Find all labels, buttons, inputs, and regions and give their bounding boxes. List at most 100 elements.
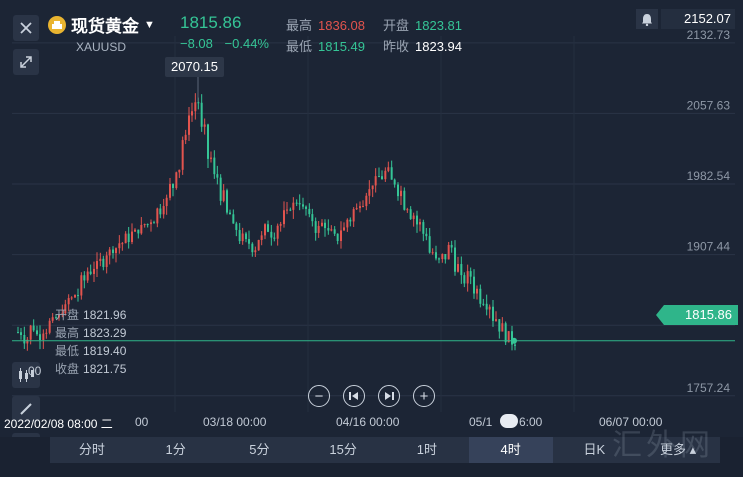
candle-body xyxy=(400,190,402,197)
candle-body xyxy=(175,172,178,188)
candle-body xyxy=(378,176,380,178)
stat-prev-close-label: 昨收 xyxy=(383,39,410,54)
tab-more-label: 更多 xyxy=(660,442,687,457)
candle-body xyxy=(321,222,323,226)
tab-15min[interactable]: 15分 xyxy=(329,442,357,457)
candle-body xyxy=(55,317,57,319)
stat-prev-close-value: 1823.94 xyxy=(415,39,463,54)
candle-body xyxy=(210,157,212,159)
tab-5min[interactable]: 5分 xyxy=(249,442,270,457)
candle-body xyxy=(181,140,184,170)
tab-fenshi[interactable]: 分时 xyxy=(78,442,105,457)
candle-body xyxy=(492,306,494,321)
price-tick-label: 2132.73 xyxy=(687,28,731,42)
candle-body xyxy=(495,319,497,321)
candle-body xyxy=(70,297,73,299)
candle-body xyxy=(260,235,263,241)
candle-body xyxy=(406,209,409,211)
last-price-dot xyxy=(511,337,517,344)
candle-body xyxy=(61,313,64,315)
candle-body xyxy=(178,169,181,173)
stat-prev-close: 昨收 1823.94 xyxy=(383,36,462,55)
candle-body xyxy=(248,239,250,244)
candle-body xyxy=(412,215,415,219)
candle-body xyxy=(416,215,418,225)
candle-body xyxy=(409,209,412,219)
candle-body xyxy=(20,332,22,335)
price-tick-label: 2057.63 xyxy=(687,98,731,112)
candle-body xyxy=(17,332,19,334)
candle-body xyxy=(213,157,216,175)
candle-body xyxy=(45,332,48,334)
candle-body xyxy=(438,258,440,260)
indicator-button[interactable] xyxy=(12,362,40,388)
candle-body xyxy=(273,237,276,239)
candle-body xyxy=(58,314,60,318)
scroll-start-button[interactable] xyxy=(343,385,365,407)
candle-body xyxy=(83,275,86,281)
bell-icon xyxy=(642,13,652,26)
stat-open: 开盘 1823.81 xyxy=(383,15,462,34)
candle-body xyxy=(381,176,383,180)
date-axis-label: 00 xyxy=(135,415,149,429)
tab-daily[interactable]: 日K xyxy=(583,442,606,457)
instrument-header[interactable]: 现货黄金 ▼ XAUUSD xyxy=(48,12,155,54)
candle-body xyxy=(93,268,95,274)
timeframe-bar: 分时 1分 5分 15分 1时 4时 日K 更多 ▴ xyxy=(0,437,743,477)
ohlc-close: 收盘 1821.75 xyxy=(55,360,126,378)
stat-open-value: 1823.81 xyxy=(415,18,463,33)
tab-more[interactable]: 更多 ▴ xyxy=(636,437,720,463)
date-axis-label: 05/1 xyxy=(469,415,493,429)
candle-body xyxy=(469,271,472,277)
tooltip-partial-price: 00 xyxy=(28,364,42,378)
pencil-icon xyxy=(20,403,32,415)
candle-body xyxy=(488,306,491,310)
dropdown-caret-icon[interactable]: ▼ xyxy=(144,18,155,31)
candle-body xyxy=(457,264,459,272)
zoom-in-button[interactable]: + xyxy=(413,385,435,407)
candle-body xyxy=(169,183,171,198)
tab-1h[interactable]: 1时 xyxy=(416,442,437,457)
draw-tool-button[interactable] xyxy=(12,396,40,422)
candle-body xyxy=(229,212,231,215)
candle-body xyxy=(460,264,463,276)
date-axis-label: 2022/02/08 08:00 二 xyxy=(4,417,113,431)
candle-body xyxy=(450,244,453,248)
candle-body xyxy=(67,298,70,305)
date-axis-label: 6:00 xyxy=(519,415,543,429)
alert-button[interactable] xyxy=(636,9,658,29)
scroll-end-button[interactable] xyxy=(378,385,400,407)
ohlc-close-value: 1821.75 xyxy=(83,362,127,376)
ohlc-tooltip: 开盘 1821.96 最高 1823.29 最低 1819.40 收盘 1821.75 xyxy=(55,306,126,378)
tab-4h[interactable]: 4时 xyxy=(468,437,553,463)
candle-body xyxy=(74,295,76,298)
candle-body xyxy=(264,224,266,236)
candle-body xyxy=(346,219,349,228)
minus-icon: − xyxy=(314,387,324,405)
candle-body xyxy=(473,276,475,294)
candle-body xyxy=(121,243,124,245)
candle-body xyxy=(203,124,206,127)
candle-body xyxy=(251,243,254,253)
candle-body xyxy=(336,233,339,241)
candle-body xyxy=(124,233,127,244)
candle-body xyxy=(403,190,406,210)
expand-button[interactable] xyxy=(13,49,39,75)
close-button[interactable] xyxy=(13,15,39,41)
change-percent: −0.44% xyxy=(224,36,269,51)
candle-body xyxy=(162,206,165,215)
candle-body xyxy=(137,229,140,234)
ohlc-high-label: 最高 xyxy=(55,326,80,340)
candle-body xyxy=(219,177,222,201)
stat-high-label: 最高 xyxy=(286,18,313,33)
candle-body xyxy=(371,185,374,190)
candle-body xyxy=(118,243,121,249)
candle-body xyxy=(387,167,390,171)
candle-body xyxy=(374,176,377,186)
candle-body xyxy=(476,288,478,294)
obscured-label xyxy=(500,414,518,428)
tab-1min[interactable]: 1分 xyxy=(165,442,186,457)
zoom-out-button[interactable]: − xyxy=(308,385,330,407)
candle-body xyxy=(165,197,168,207)
ohlc-close-label: 收盘 xyxy=(55,362,80,376)
